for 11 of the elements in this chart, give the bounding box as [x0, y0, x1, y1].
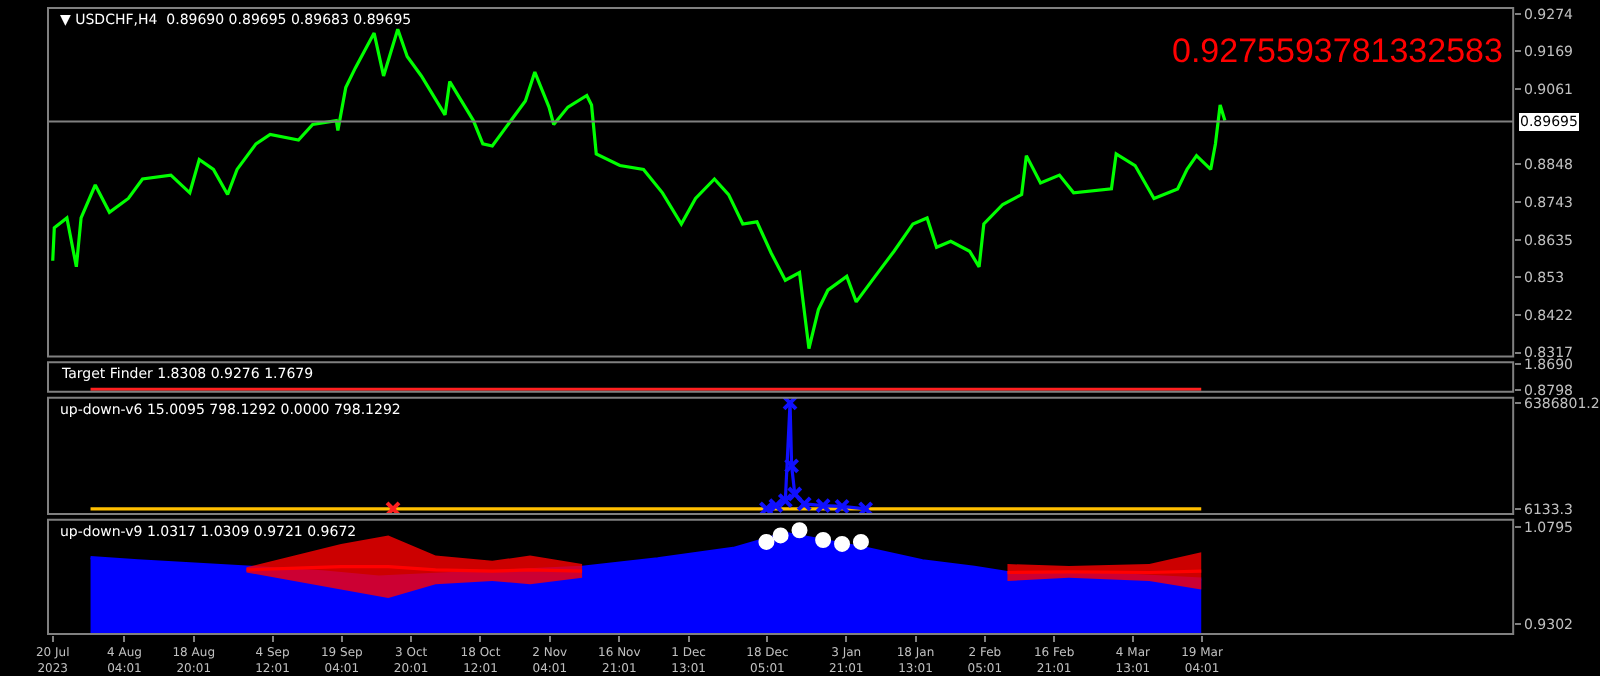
- annotation: 0.9275593781332583: [1172, 32, 1503, 70]
- point: [834, 535, 851, 552]
- point: [782, 397, 799, 411]
- point: [857, 500, 874, 514]
- point: [791, 522, 808, 539]
- point: [772, 527, 789, 544]
- point: [783, 457, 800, 474]
- point: [385, 500, 402, 514]
- point: [758, 533, 775, 550]
- point: [852, 533, 869, 550]
- point: [815, 531, 832, 548]
